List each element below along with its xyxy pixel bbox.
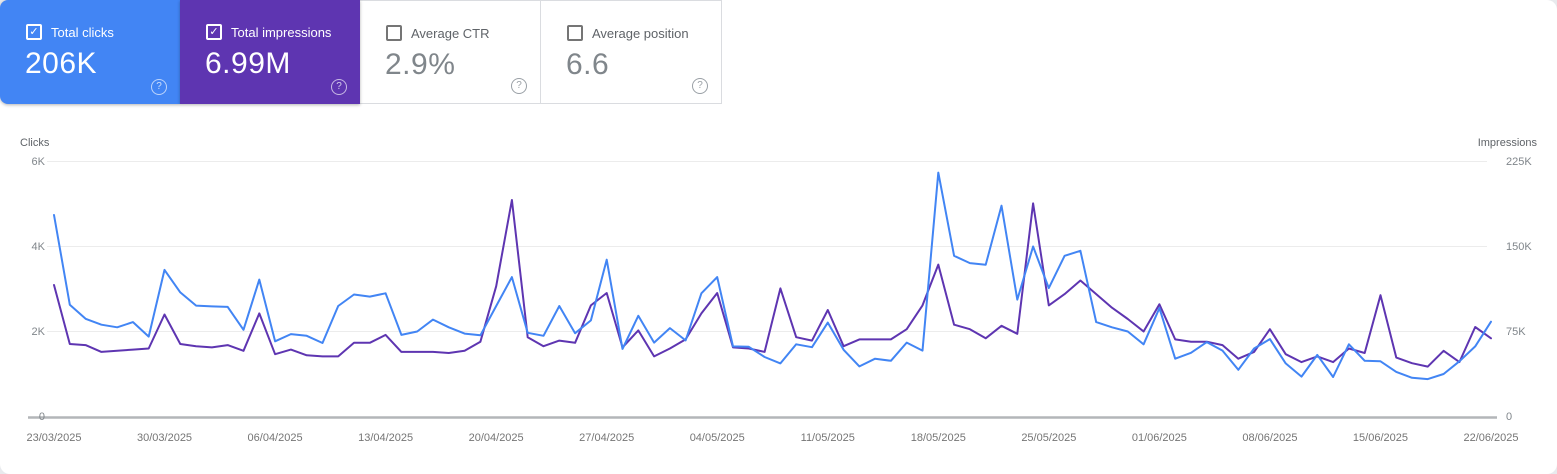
total-impressions-checkbox[interactable] bbox=[206, 24, 222, 40]
metric-card-label: Total impressions bbox=[231, 24, 332, 40]
metric-card-total-impressions[interactable]: Total impressions 6.99M bbox=[180, 0, 360, 104]
metric-card-average-ctr[interactable]: Average CTR 2.9% bbox=[360, 0, 540, 104]
x-axis-label: 04/05/2025 bbox=[689, 432, 745, 444]
x-axis-label: 30/03/2025 bbox=[137, 432, 193, 444]
x-axis-label: 25/05/2025 bbox=[1021, 432, 1077, 444]
x-axis-label: 15/06/2025 bbox=[1352, 432, 1408, 444]
help-icon[interactable] bbox=[692, 78, 708, 94]
x-axis-label: 27/04/2025 bbox=[579, 432, 635, 444]
x-axis-label: 01/06/2025 bbox=[1131, 432, 1187, 444]
metric-card-total-clicks[interactable]: Total clicks 206K bbox=[0, 0, 180, 104]
metric-card-label: Total clicks bbox=[51, 24, 114, 40]
clicks-line bbox=[53, 171, 1492, 381]
metric-card-label: Average position bbox=[592, 25, 689, 41]
average-ctr-checkbox[interactable] bbox=[386, 25, 402, 41]
x-axis-label: 11/05/2025 bbox=[800, 432, 855, 444]
right-axis-tick: 0 bbox=[1506, 410, 1513, 423]
x-axis-label: 22/06/2025 bbox=[1463, 432, 1519, 444]
x-axis-label: 23/03/2025 bbox=[26, 432, 82, 444]
metric-card-value: 2.9% bbox=[385, 48, 456, 81]
right-axis-tick: 150K bbox=[1506, 240, 1532, 253]
left-axis-tick: 6K bbox=[31, 155, 45, 168]
performance-chart[interactable]: Clicks Impressions 6K 4K 2K 0 225K 150K 75K 0 … bbox=[0, 134, 1557, 474]
left-axis-tick: 4K bbox=[31, 240, 45, 253]
x-axis-label: 08/06/2025 bbox=[1242, 432, 1298, 444]
total-clicks-checkbox[interactable] bbox=[26, 24, 42, 40]
right-axis-tick: 225K bbox=[1506, 155, 1532, 168]
metric-card-value: 6.99M bbox=[205, 47, 291, 80]
chart-canvas bbox=[28, 161, 1497, 419]
impressions-line bbox=[53, 199, 1492, 368]
metric-card-value: 6.6 bbox=[566, 48, 610, 81]
x-axis-label: 18/05/2025 bbox=[910, 432, 966, 444]
x-axis-label: 13/04/2025 bbox=[358, 432, 414, 444]
help-icon[interactable] bbox=[511, 78, 527, 94]
metric-card-average-position[interactable]: Average position 6.6 bbox=[540, 0, 722, 104]
metric-cards-row: Total clicks 206K Total impressions 6.99… bbox=[0, 0, 722, 104]
left-axis-tick: 0 bbox=[38, 410, 45, 423]
metric-card-label: Average CTR bbox=[411, 25, 490, 41]
x-axis-label: 06/04/2025 bbox=[247, 432, 303, 444]
average-position-checkbox[interactable] bbox=[567, 25, 583, 41]
help-icon[interactable] bbox=[151, 79, 167, 95]
right-axis-title: Impressions bbox=[1477, 137, 1537, 149]
left-axis-title: Clicks bbox=[20, 137, 50, 149]
metric-card-value: 206K bbox=[25, 47, 98, 80]
right-axis-tick: 75K bbox=[1506, 325, 1526, 338]
x-axis-label: 20/04/2025 bbox=[468, 432, 524, 444]
help-icon[interactable] bbox=[331, 79, 347, 95]
left-axis-tick: 2K bbox=[31, 325, 45, 338]
